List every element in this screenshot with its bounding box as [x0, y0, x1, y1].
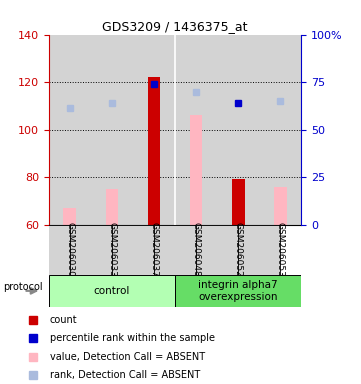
Text: GSM206052: GSM206052	[234, 222, 243, 277]
Bar	[196, 225, 238, 275]
Text: percentile rank within the sample: percentile rank within the sample	[50, 333, 215, 343]
Text: GSM206037: GSM206037	[149, 222, 158, 277]
Bar	[217, 35, 259, 225]
Bar	[105, 189, 118, 225]
Text: rank, Detection Call = ABSENT: rank, Detection Call = ABSENT	[50, 370, 200, 380]
Bar	[49, 35, 91, 225]
Text: GSM206048: GSM206048	[192, 222, 201, 277]
Bar	[154, 225, 196, 275]
Bar	[112, 225, 154, 275]
Bar	[91, 35, 133, 225]
Bar	[175, 35, 217, 225]
Bar	[175, 275, 301, 307]
Text: GSM206030: GSM206030	[65, 222, 74, 277]
Bar	[148, 77, 160, 225]
Text: value, Detection Call = ABSENT: value, Detection Call = ABSENT	[50, 352, 205, 362]
Bar	[232, 179, 245, 225]
Text: GSM206053: GSM206053	[276, 222, 285, 277]
Bar	[274, 187, 287, 225]
Bar	[190, 115, 203, 225]
Bar	[49, 275, 175, 307]
Bar	[259, 35, 301, 225]
Title: GDS3209 / 1436375_at: GDS3209 / 1436375_at	[102, 20, 248, 33]
Text: protocol: protocol	[4, 282, 43, 292]
Text: integrin alpha7
overexpression: integrin alpha7 overexpression	[199, 280, 278, 302]
Bar	[70, 225, 112, 275]
Bar	[238, 225, 280, 275]
Text: control: control	[94, 286, 130, 296]
Bar	[133, 35, 175, 225]
Text: count: count	[50, 315, 77, 325]
Text: GSM206033: GSM206033	[108, 222, 116, 277]
Bar	[64, 208, 76, 225]
Bar	[28, 225, 70, 275]
